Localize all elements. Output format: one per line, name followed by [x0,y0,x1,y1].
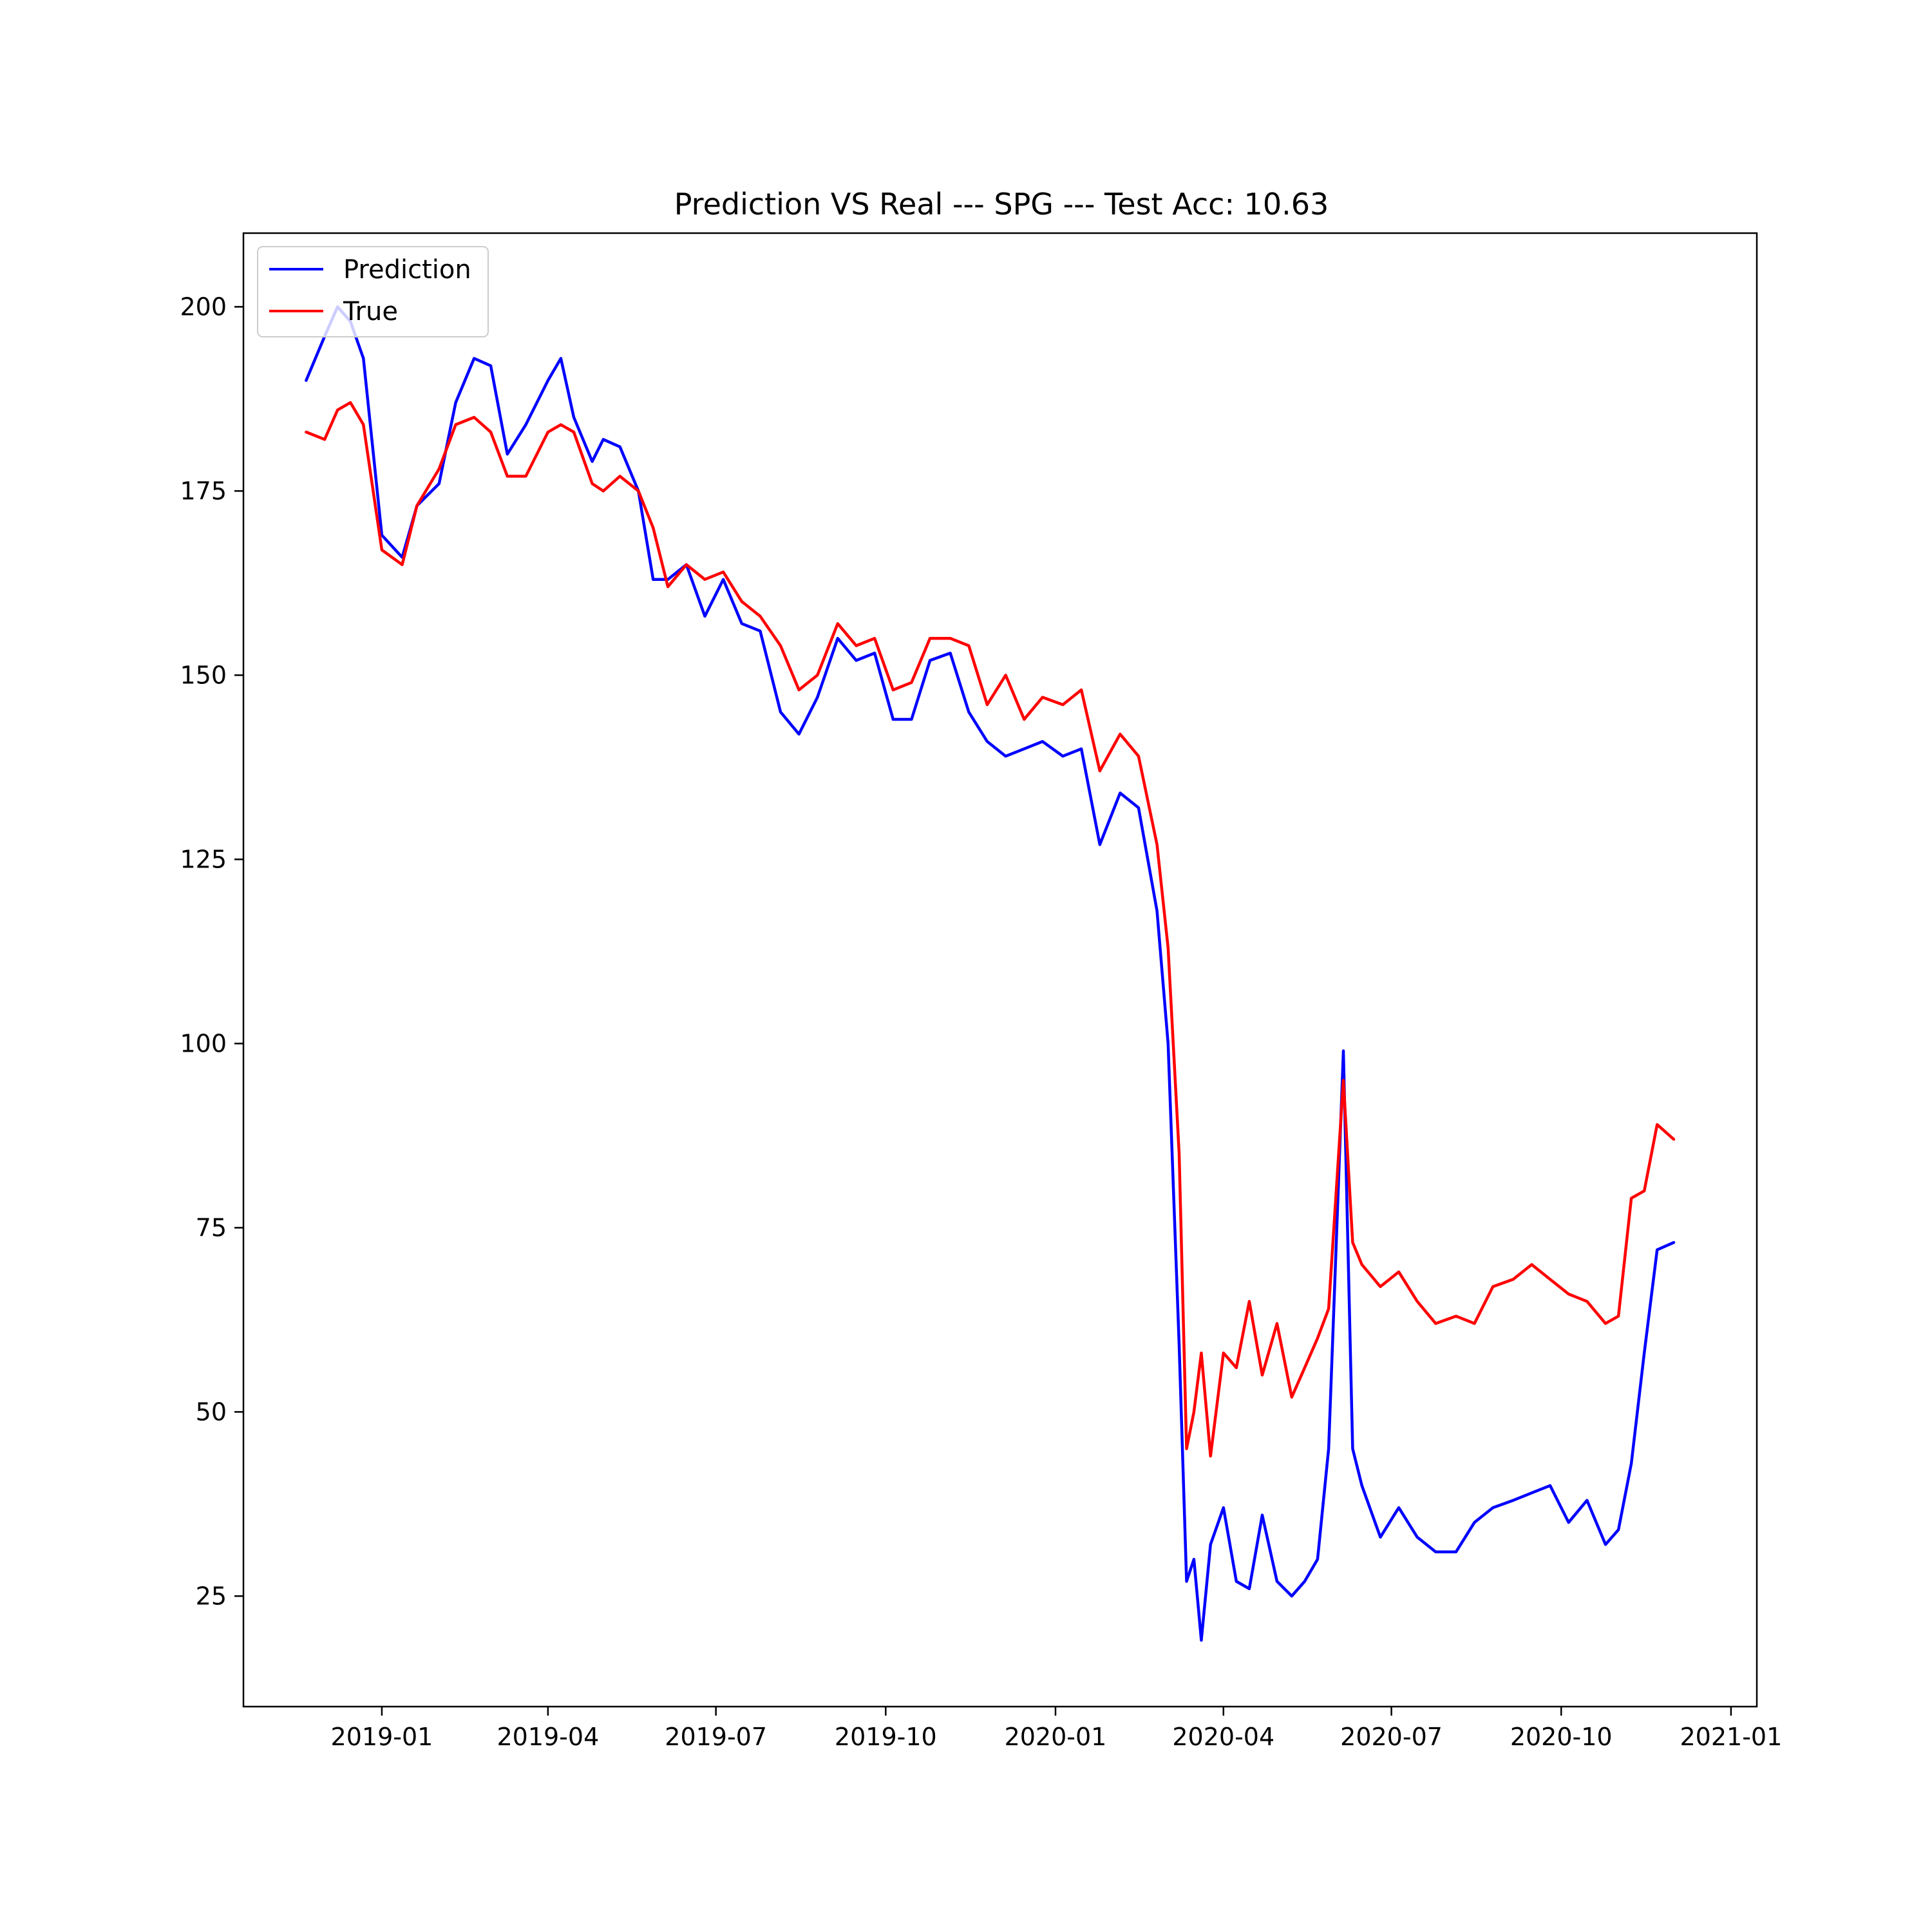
chart-title: Prediction VS Real --- SPG --- Test Acc:… [674,187,1329,222]
y-tick-label: 125 [180,845,227,873]
x-tick-label: 2020-01 [1005,1723,1107,1751]
y-tick-label: 50 [196,1397,227,1426]
legend: Prediction True [257,246,489,337]
x-tick-label: 2021-01 [1680,1723,1782,1751]
plot-lines [305,305,1676,1642]
y-axis: 25 50 75 100 125 150 175 200 [180,292,243,1610]
plot-frame [242,232,1758,1708]
y-tick-label: 75 [196,1213,227,1242]
x-tick-label: 2019-01 [331,1723,433,1751]
x-tick-label: 2019-10 [835,1723,937,1751]
x-axis: 2019-01 2019-04 2019-07 2019-10 2020-01 2020-… [331,1707,1782,1751]
x-tick-label: 2019-07 [665,1723,767,1751]
series-line-prediction [305,305,1676,1642]
y-tick-label: 100 [180,1029,227,1057]
legend-label-true: True [343,297,398,327]
y-tick-label: 25 [196,1582,227,1610]
x-tick-label: 2020-07 [1340,1723,1443,1751]
x-tick-label: 2020-10 [1510,1723,1613,1751]
y-tick-label: 150 [180,661,227,689]
x-tick-label: 2019-04 [497,1723,599,1751]
legend-label-prediction: Prediction [343,255,471,285]
y-tick-label: 175 [180,477,227,505]
y-tick-label: 200 [180,292,227,321]
series-line-true [305,401,1676,1458]
x-tick-label: 2020-04 [1172,1723,1274,1751]
